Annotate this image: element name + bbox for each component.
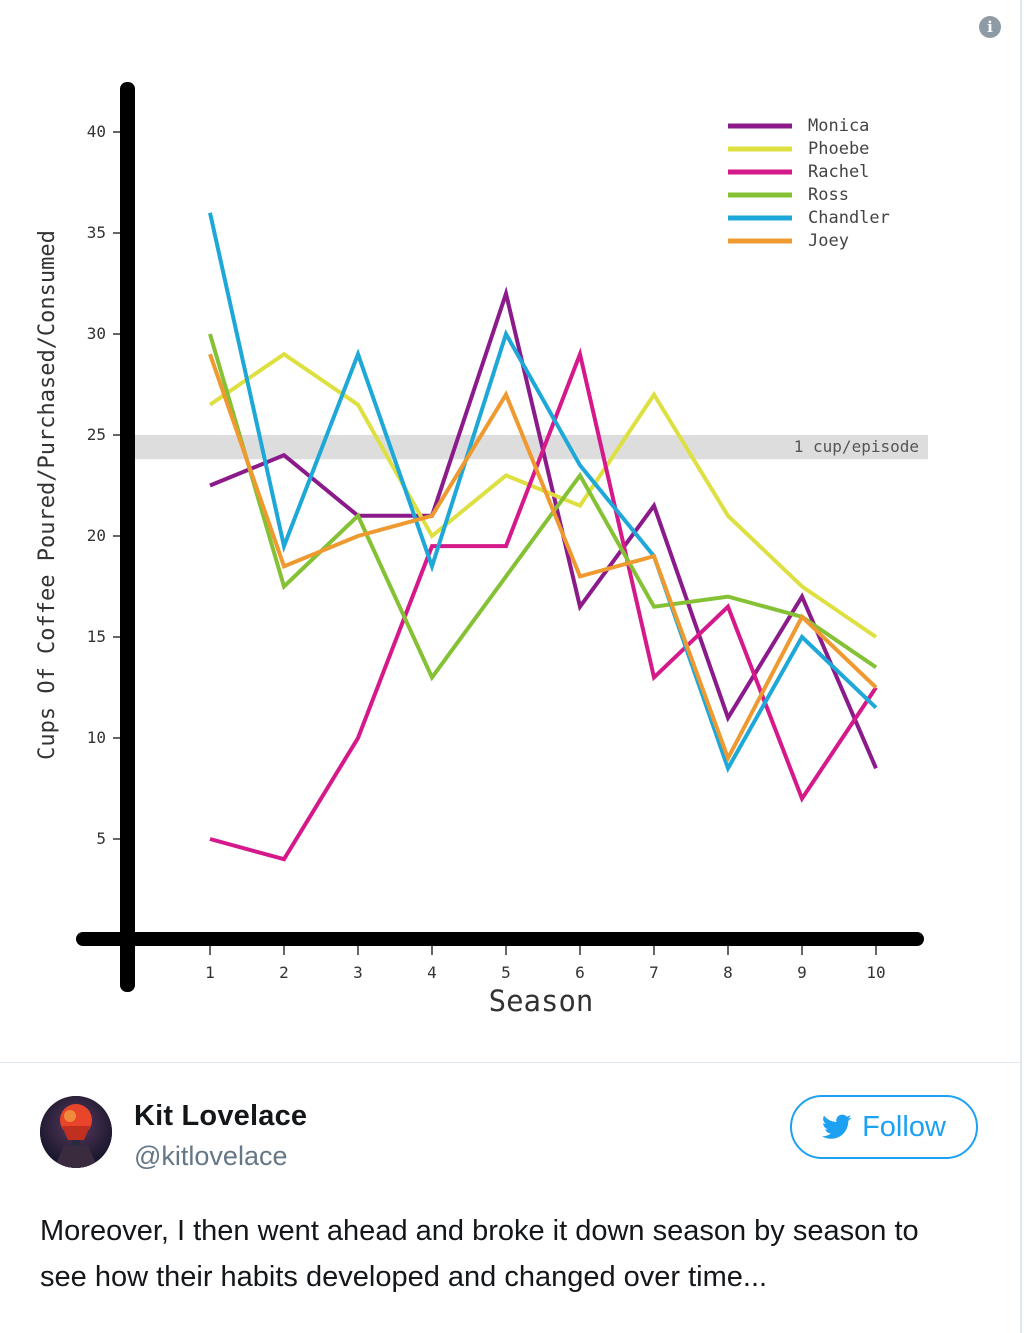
y-tick-label: 30 <box>87 324 106 343</box>
x-tick-label: 8 <box>723 963 733 982</box>
series-line-ross <box>208 333 878 682</box>
twitter-bird-icon <box>822 1114 852 1139</box>
series-line-rachel <box>209 347 878 862</box>
x-tick-label: 3 <box>353 963 363 982</box>
coffee-line-chart: 1 cup/episode 5 10 15 20 25 30 35 40 1 2 3 4 5 6 7 8 9 10… <box>35 82 928 1018</box>
reference-band-label: 1 cup/episode <box>794 437 919 456</box>
legend-label-joey: Joey <box>808 231 849 251</box>
y-tick-label: 35 <box>87 223 106 242</box>
x-tick-label: 4 <box>427 963 437 982</box>
avatar-image <box>40 1096 112 1168</box>
author-handle[interactable]: @kitlovelace <box>134 1141 288 1171</box>
follow-label: Follow <box>862 1110 946 1143</box>
avatar[interactable] <box>40 1096 112 1168</box>
y-tick-label: 15 <box>87 627 106 646</box>
tweet-text: Moreover, I then went ahead and broke it… <box>40 1215 919 1293</box>
y-axis-line <box>120 82 135 992</box>
author-name[interactable]: Kit Lovelace <box>134 1100 308 1132</box>
x-tick-label: 5 <box>501 963 511 982</box>
x-tick-label: 10 <box>866 963 885 982</box>
y-tick-label: 20 <box>87 526 106 545</box>
y-tick-label: 5 <box>96 829 106 848</box>
y-tick-label: 40 <box>87 122 106 141</box>
x-tick-label: 2 <box>279 963 289 982</box>
follow-button[interactable]: Follow <box>790 1095 978 1159</box>
y-tick-label: 25 <box>87 425 106 444</box>
series-line-monica <box>209 286 878 770</box>
legend-label-chandler: Chandler <box>808 208 890 228</box>
x-axis-label: Season <box>489 984 594 1018</box>
legend-label-ross: Ross <box>808 185 849 205</box>
legend-label-phoebe: Phoebe <box>808 139 869 159</box>
x-tick-label: 9 <box>797 963 807 982</box>
x-tick-label: 6 <box>575 963 585 982</box>
x-tick-label: 1 <box>205 963 215 982</box>
media-divider <box>0 1062 1020 1063</box>
x-axis-line <box>76 932 924 946</box>
tweet-media[interactable]: 1 cup/episode 5 10 15 20 25 30 35 40 1 2 3 4 5 6 7 8 9 10… <box>0 0 1020 1062</box>
y-axis-label: Cups Of Coffee Poured/Purchased/Consumed <box>35 230 60 760</box>
legend-label-rachel: Rachel <box>808 162 869 182</box>
x-tick-label: 7 <box>649 963 659 982</box>
info-icon[interactable]: i <box>979 16 1001 38</box>
legend-label-monica: Monica <box>808 116 869 136</box>
y-tick-label: 10 <box>87 728 106 747</box>
series-line-joey <box>208 353 878 764</box>
series-line-chandler <box>208 212 878 774</box>
